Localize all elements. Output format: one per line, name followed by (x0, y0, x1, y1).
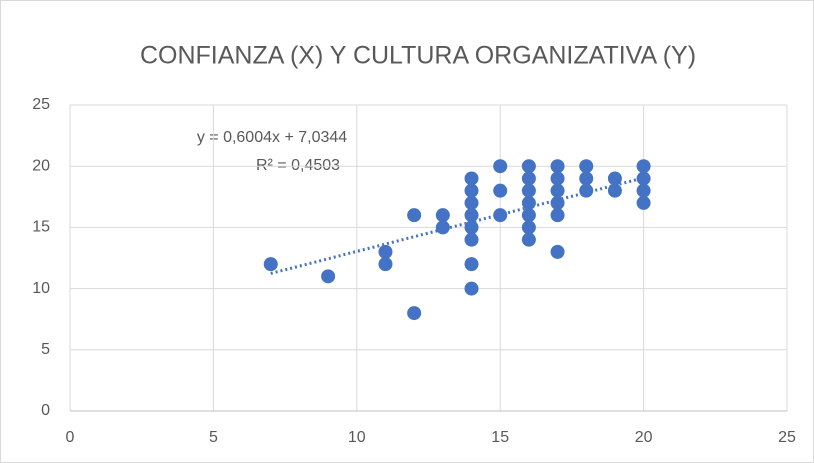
scatter-point (550, 159, 565, 174)
scatter-point (579, 159, 594, 174)
scatter-point (263, 257, 278, 272)
scatter-point (607, 171, 622, 186)
x-tick-label: 0 (66, 429, 75, 446)
scatter-point (579, 183, 594, 198)
scatter-point (321, 269, 336, 284)
scatter-point (464, 281, 479, 296)
scatter-point (493, 183, 508, 198)
scatter-point (521, 183, 536, 198)
scatter-point (464, 220, 479, 235)
scatter-point (636, 171, 651, 186)
scatter-point (521, 208, 536, 223)
scatter-point (464, 208, 479, 223)
scatter-point (493, 208, 508, 223)
scatter-point (607, 183, 622, 198)
scatter-point (407, 208, 422, 223)
scatter-point (550, 171, 565, 186)
scatter-point (464, 183, 479, 198)
x-tick-label: 25 (778, 429, 796, 446)
scatter-point (521, 195, 536, 210)
y-tick-label: 10 (32, 280, 50, 297)
scatter-point (636, 159, 651, 174)
scatter-point (435, 208, 450, 223)
scatter-point (464, 257, 479, 272)
scatter-point (521, 171, 536, 186)
scatter-point (464, 232, 479, 247)
y-tick-label: 25 (32, 96, 50, 113)
scatter-point (435, 220, 450, 235)
y-tick-label: 20 (32, 157, 50, 174)
scatter-point (521, 159, 536, 174)
x-tick-label: 10 (348, 429, 366, 446)
scatter-point (550, 208, 565, 223)
scatter-point (550, 183, 565, 198)
scatter-point (464, 195, 479, 210)
scatter-point (378, 244, 393, 259)
y-tick-label: 15 (32, 219, 50, 236)
scatter-point (550, 244, 565, 259)
scatter-point (521, 232, 536, 247)
scatter-point (636, 183, 651, 198)
trendline-equation: y = 0,6004x + 7,0344 (197, 129, 347, 146)
scatter-point (521, 220, 536, 235)
scatter-point (493, 159, 508, 174)
x-tick-label: 5 (209, 429, 218, 446)
chart-title: CONFIANZA (X) Y CULTURA ORGANIZATIVA (Y) (140, 42, 696, 70)
scatter-point (378, 257, 393, 272)
x-tick-label: 15 (491, 429, 509, 446)
scatter-point (579, 171, 594, 186)
scatter-point (636, 195, 651, 210)
x-tick-label: 20 (635, 429, 653, 446)
y-tick-label: 5 (41, 341, 50, 358)
scatter-point (550, 195, 565, 210)
y-tick-label: 0 (41, 402, 50, 419)
scatter-point (464, 171, 479, 186)
scatter-point (407, 306, 422, 321)
